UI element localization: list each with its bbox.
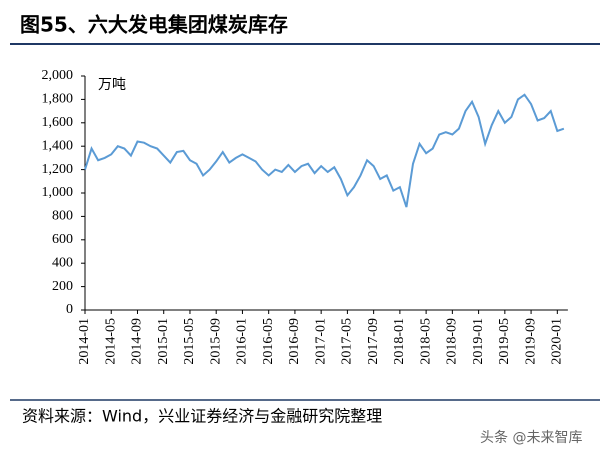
y-tick-label: 200	[52, 279, 73, 294]
y-axis-label: 万吨	[98, 77, 126, 93]
y-tick-label: 600	[52, 232, 73, 247]
y-tick-label: 0	[66, 302, 73, 317]
x-tick-label: 2019-05	[497, 318, 512, 365]
x-tick-label: 2019-09	[523, 318, 538, 365]
x-tick-label: 2015-01	[156, 318, 171, 365]
y-tick-label: 1,400	[42, 138, 74, 153]
x-tick-label: 2016-01	[235, 318, 250, 365]
y-tick-label: 1,200	[42, 162, 74, 177]
y-tick-label: 1,600	[42, 115, 74, 130]
chart-title: 图55、六大发电集团煤炭库存	[20, 13, 288, 37]
y-tick-label: 1,800	[42, 92, 74, 107]
x-tick-label: 2019-01	[471, 318, 486, 365]
data-line	[84, 93, 565, 208]
x-tick-label: 2014-01	[77, 318, 92, 365]
y-tick-label: 800	[52, 209, 73, 224]
watermark: 头条 @未来智库	[480, 429, 582, 446]
x-tick-label: 2015-05	[182, 318, 197, 365]
x-tick-label: 2016-09	[287, 318, 302, 365]
x-tick-label: 2014-09	[130, 318, 145, 365]
x-tick-label: 2015-09	[208, 318, 223, 365]
x-tick-label: 2020-01	[550, 318, 565, 365]
x-tick-label: 2014-05	[103, 318, 118, 365]
x-tick-label: 2018-09	[445, 318, 460, 365]
x-tick-label: 2016-05	[261, 318, 276, 365]
y-tick-label: 400	[52, 255, 73, 270]
x-tick-label: 2017-01	[313, 318, 328, 365]
x-tick-label: 2018-05	[418, 318, 433, 365]
y-tick-label: 2,000	[42, 68, 74, 83]
x-tick-label: 2017-05	[340, 318, 355, 365]
x-tick-label: 2017-09	[366, 318, 381, 365]
x-tick-label: 2018-01	[392, 318, 407, 365]
y-tick-label: 1,000	[42, 185, 74, 200]
source-note: 资料来源：Wind，兴业证券经济与金融研究院整理	[22, 407, 382, 426]
